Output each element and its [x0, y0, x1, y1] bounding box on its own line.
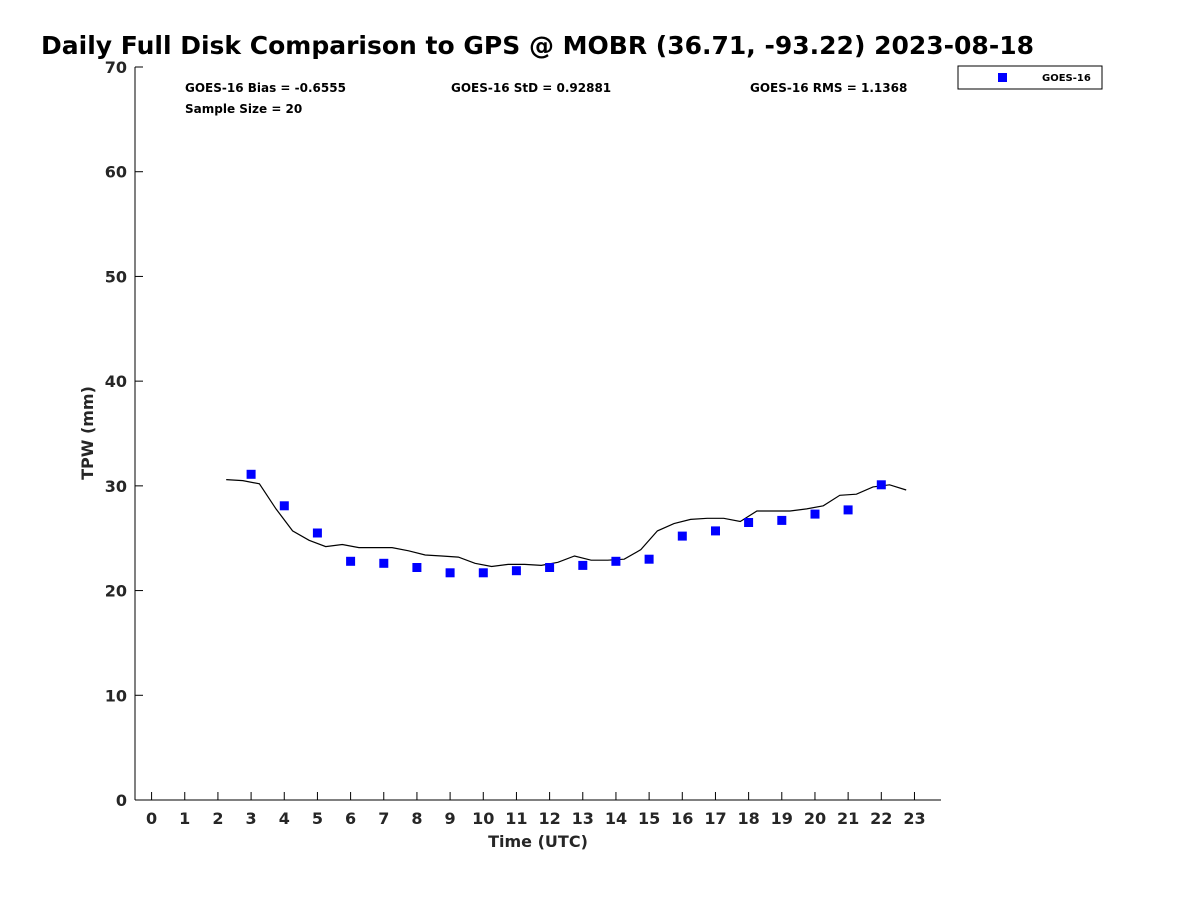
- x-tick-label: 20: [804, 809, 826, 828]
- x-tick-label: 15: [638, 809, 660, 828]
- x-tick-label: 13: [572, 809, 594, 828]
- x-tick-label: 4: [279, 809, 290, 828]
- goes-16-point: [843, 505, 853, 515]
- y-tick-label: 0: [116, 791, 127, 810]
- y-tick-label: 40: [105, 372, 127, 391]
- gps-series: [226, 479, 907, 568]
- goes-16-point: [578, 560, 588, 570]
- goes-16-point: [777, 515, 787, 525]
- x-tick-label: 8: [411, 809, 422, 828]
- goes-16-point: [711, 526, 720, 536]
- x-tick-label: 22: [870, 809, 892, 828]
- x-ticks: 0 1 2 3 4 5 6 7 8 9 10 11 12 13 14 15 16 17 18 19 20 21 22 23: [146, 792, 926, 828]
- y-tick-label: 60: [105, 163, 127, 182]
- chart-title: Daily Full Disk Comparison to GPS @ MOBR…: [41, 31, 1034, 60]
- legend: GOES-16: [957, 65, 1103, 90]
- goes-16-point: [744, 518, 754, 527]
- x-tick-label: 19: [771, 809, 793, 828]
- goes-16-point: [611, 556, 621, 566]
- goes-16-point: [346, 556, 356, 566]
- gps-line: [226, 479, 907, 568]
- y-tick-label: 10: [105, 686, 127, 705]
- goes-16-point: [876, 480, 886, 490]
- x-axis-label: Time (UTC): [488, 832, 588, 851]
- x-tick-label: 14: [605, 809, 627, 828]
- y-ticks: 0 10 20 30 40 50 60 70: [105, 58, 143, 810]
- y-tick-label: 30: [105, 477, 127, 496]
- x-tick-label: 0: [146, 809, 157, 828]
- goes-16-point: [511, 566, 521, 576]
- goes-16-point: [312, 528, 322, 538]
- goes-16-point: [279, 501, 289, 511]
- goes-16-point: [246, 469, 256, 479]
- x-tick-label: 6: [345, 809, 356, 828]
- y-axis-label: TPW (mm): [78, 386, 97, 480]
- x-tick-label: 1: [179, 809, 190, 828]
- stat-rms: GOES-16 RMS = 1.1368: [750, 81, 907, 95]
- y-tick-label: 20: [105, 582, 127, 601]
- goes-16-point: [677, 531, 687, 541]
- x-tick-label: 5: [312, 809, 323, 828]
- x-tick-label: 17: [704, 809, 726, 828]
- stat-std: GOES-16 StD = 0.92881: [451, 81, 611, 95]
- goes-16-point: [445, 568, 455, 578]
- x-tick-label: 10: [472, 809, 494, 828]
- x-tick-label: 9: [445, 809, 456, 828]
- x-tick-label: 2: [212, 809, 223, 828]
- legend-box: [957, 65, 1103, 90]
- stat-sample-size: Sample Size = 20: [185, 102, 302, 116]
- x-tick-label: 21: [837, 809, 859, 828]
- x-tick-label: 12: [538, 809, 560, 828]
- y-tick-label: 70: [105, 58, 127, 77]
- x-tick-label: 16: [671, 809, 693, 828]
- legend-marker: [998, 73, 1007, 82]
- axes: [134, 67, 941, 801]
- x-tick-label: 11: [505, 809, 527, 828]
- x-tick-label: 18: [737, 809, 759, 828]
- y-tick-label: 50: [105, 267, 127, 286]
- goes-16-point: [379, 558, 389, 568]
- goes-16-point: [810, 509, 820, 519]
- goes-16-point: [478, 568, 488, 578]
- x-tick-label: 7: [378, 809, 389, 828]
- x-tick-label: 23: [903, 809, 925, 828]
- goes-16-point: [412, 563, 422, 572]
- goes-16-point: [545, 563, 555, 572]
- goes-16-series: [246, 469, 886, 578]
- legend-label: GOES-16: [1042, 73, 1091, 84]
- goes-16-point: [644, 554, 654, 564]
- x-tick-label: 3: [246, 809, 257, 828]
- stat-bias: GOES-16 Bias = -0.6555: [185, 81, 346, 95]
